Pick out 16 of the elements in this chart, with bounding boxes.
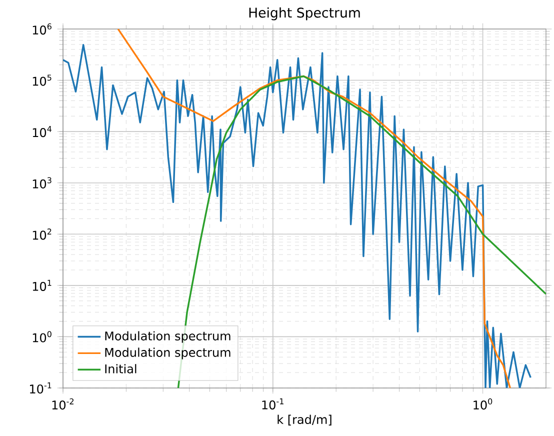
- x-axis-title: k [rad/m]: [278, 414, 332, 426]
- y-tick-label: 10$^{5}$: [32, 74, 52, 86]
- x-tick-label: 10$^{-2}$: [52, 398, 74, 410]
- y-tick-label: 10$^{4}$: [32, 126, 52, 138]
- y-tick-label: 10$^{6}$: [32, 23, 52, 35]
- y-tick-label: 10$^{3}$: [32, 177, 52, 188]
- y-tick-label: 10$^{0}$: [32, 331, 52, 342]
- y-tick-label: 10$^{2}$: [32, 228, 52, 240]
- legend-label: Initial: [105, 364, 136, 374]
- chart-title: Height Spectrum: [249, 7, 360, 20]
- legend-label: Modulation spectrum: [105, 331, 230, 343]
- legend-label: Modulation spectrum: [105, 348, 230, 360]
- y-tick-label: 10$^{-1}$: [30, 382, 52, 394]
- x-tick-label: 10$^{-1}$: [262, 398, 284, 410]
- y-tick-label: 10$^{1}$: [32, 280, 52, 291]
- x-tick-label: 10$^{0}$: [474, 398, 492, 410]
